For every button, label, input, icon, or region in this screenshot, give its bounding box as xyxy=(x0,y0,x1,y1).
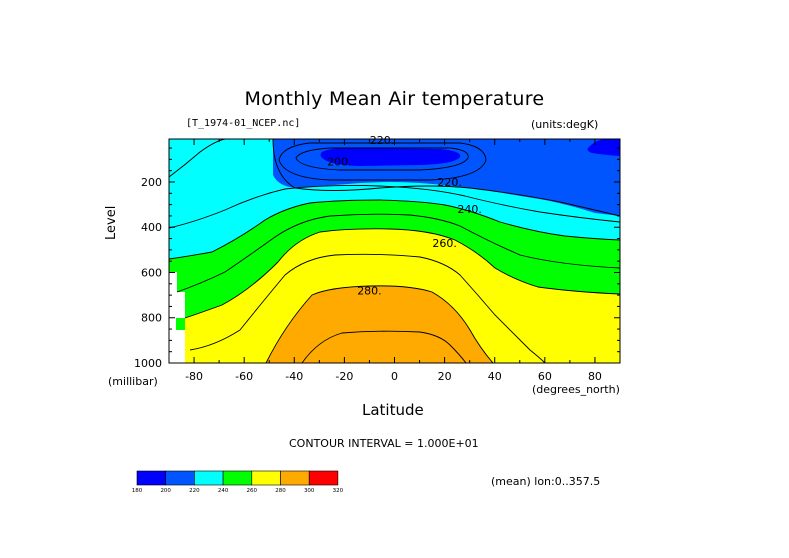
contour-label: 280. xyxy=(357,285,382,298)
missing-data-region-lower xyxy=(169,330,185,363)
contour-label: 260. xyxy=(432,237,457,250)
colorbar-swatch xyxy=(308,470,339,486)
fill-band-180-tropics xyxy=(320,147,461,166)
fill-band-180-pole xyxy=(587,139,620,156)
colorbar-tick-label: 320 xyxy=(333,488,344,494)
x-tick-label: 40 xyxy=(488,370,502,383)
colorbar-swatch xyxy=(194,470,224,486)
colorbar: 180 200 220 240 260 280 300 320 xyxy=(132,470,344,494)
fill-band-280 xyxy=(266,285,493,363)
colorbar-swatch xyxy=(136,470,167,486)
x-tick-label: -40 xyxy=(285,370,303,383)
isoline-270 xyxy=(189,253,546,363)
y-tick-label: 1000 xyxy=(134,357,162,370)
file-info: [T_1974-01_NCEP.nc] xyxy=(186,118,301,129)
colorbar-tick-label: 240 xyxy=(218,488,229,494)
contour-interval: CONTOUR INTERVAL = 1.000E+01 xyxy=(289,437,479,450)
y-tick-label: 600 xyxy=(141,266,162,279)
x-axis-unit: (degrees_north) xyxy=(532,383,620,396)
isoline-240 xyxy=(169,199,620,260)
colorbar-tick-label: 280 xyxy=(275,488,286,494)
colorbar-swatch xyxy=(165,470,195,486)
colorbar-tick-label: 300 xyxy=(304,488,315,494)
isoline-200 xyxy=(278,142,487,181)
colorbar-tick-label: 220 xyxy=(189,488,200,494)
colorbar-tick-label: 260 xyxy=(247,488,258,494)
contour-label: 200. xyxy=(327,156,352,169)
mean-note: (mean) lon:0..357.5 xyxy=(491,475,601,488)
colorbar-swatch xyxy=(222,470,253,486)
contour-lines xyxy=(169,139,620,363)
x-tick-label: 80 xyxy=(588,370,602,383)
x-axis-label: Latitude xyxy=(362,401,424,419)
isoline-290 xyxy=(301,330,467,363)
y-tick-label: 200 xyxy=(141,176,162,189)
axis-ticks xyxy=(168,139,621,364)
isoline-230 xyxy=(169,184,620,229)
contour-labels: 220. 200. 220. 240. 260. 280. xyxy=(327,134,482,297)
contour-label: 220. xyxy=(437,176,462,189)
chart-title: Monthly Mean Air temperature xyxy=(244,88,545,110)
isoline-190 xyxy=(295,147,469,171)
x-tick-label: 20 xyxy=(438,370,452,383)
contour-fills xyxy=(169,139,620,363)
contour-label: 240. xyxy=(457,203,482,216)
colorbar-tick-label: 200 xyxy=(160,488,171,494)
contour-label: 220. xyxy=(370,134,395,147)
x-tick-label: 0 xyxy=(391,370,398,383)
x-tick-label: -60 xyxy=(235,370,253,383)
x-tick-label: -20 xyxy=(335,370,353,383)
axis-tick-labels: -80 -60 -40 -20 0 20 40 60 80 200 400 600 800 1000 xyxy=(134,176,602,383)
x-tick-label: 60 xyxy=(538,370,552,383)
units-label: (units:degK) xyxy=(531,118,599,131)
y-tick-label: 400 xyxy=(141,221,162,234)
colorbar-swatch xyxy=(280,470,310,486)
colorbar-swatch xyxy=(251,470,281,486)
missing-data-region xyxy=(169,272,185,330)
isoline-280 xyxy=(265,285,494,363)
isoline-250 xyxy=(176,213,620,293)
y-tick-label: 800 xyxy=(141,312,162,325)
y-axis-unit: (millibar) xyxy=(108,375,158,388)
isoline-260 xyxy=(184,228,620,319)
x-tick-label: -80 xyxy=(185,370,203,383)
colorbar-tick-label: 180 xyxy=(132,488,143,494)
